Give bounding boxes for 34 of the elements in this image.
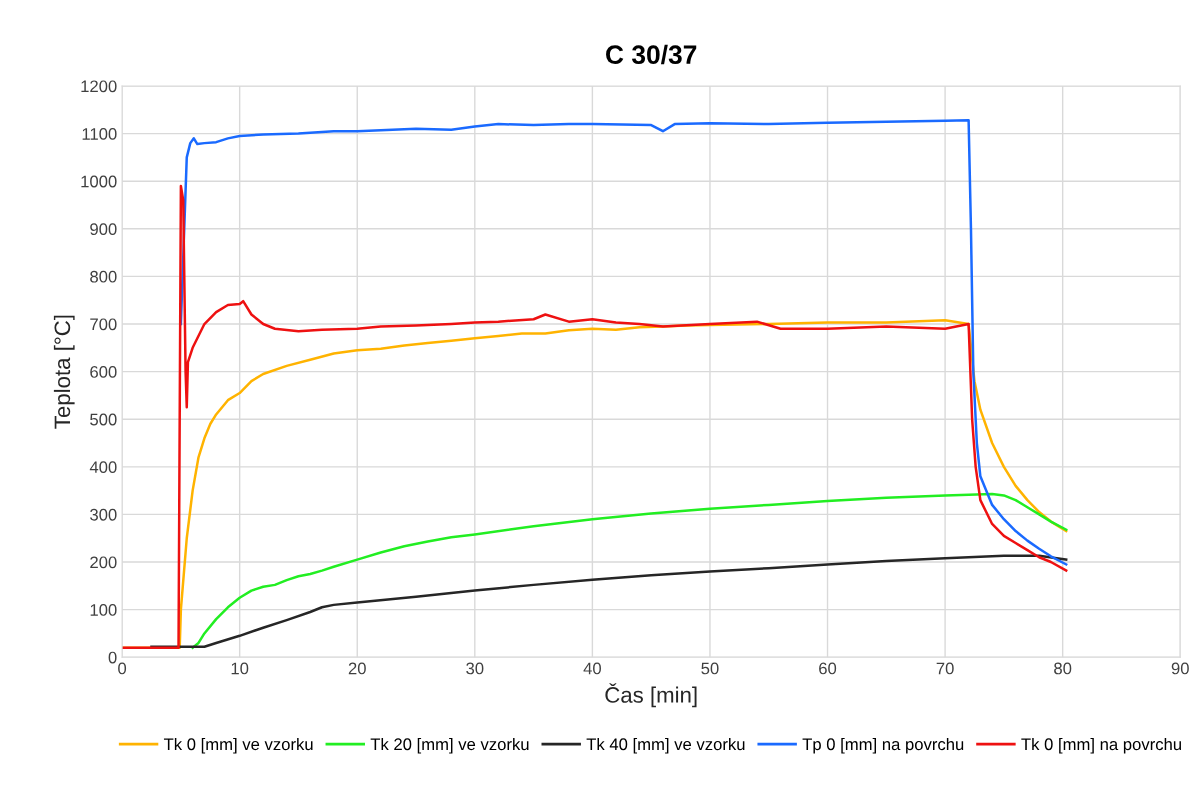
- y-tick-label: 1200: [81, 80, 117, 93]
- y-tick-label: 900: [90, 223, 117, 236]
- x-axis-title: Čas [min]: [605, 683, 697, 708]
- x-tick-label: 80: [1054, 662, 1072, 675]
- legend-label: Tk 40 [mm] ve vzorku: [586, 737, 745, 754]
- x-tick-label: 0: [118, 662, 127, 675]
- legend-label: Tk 0 [mm] ve vzorku: [163, 737, 313, 754]
- y-tick-label: 100: [90, 604, 117, 616]
- y-tick-label: 800: [90, 270, 117, 283]
- y-tick-label: 600: [90, 366, 117, 378]
- y-axis-title: Teplota [°C]: [53, 315, 75, 429]
- line-series: [179, 119, 1068, 566]
- legend-label: Tk 20 [mm] ve vzorku: [370, 737, 529, 754]
- line-series: [122, 184, 1068, 649]
- y-tick-label: 700: [90, 318, 117, 331]
- y-tick-label: 200: [90, 556, 117, 569]
- x-tick-label: 30: [466, 662, 484, 675]
- x-tick-label: 60: [819, 662, 837, 675]
- x-tick-label: 10: [231, 662, 249, 675]
- y-tick-label: 500: [90, 413, 117, 426]
- x-tick-label: 70: [936, 662, 954, 675]
- y-tick-label: 400: [89, 461, 117, 474]
- y-tick-label: 300: [90, 508, 117, 521]
- y-tick-label: 1100: [82, 128, 117, 140]
- x-tick-label: 50: [701, 662, 719, 675]
- legend-label: Tk 0 [mm] na povrchu: [1021, 737, 1181, 754]
- chart-title: C 30/37: [606, 44, 697, 65]
- x-tick-label: 40: [583, 662, 601, 675]
- x-tick-label: 20: [348, 662, 366, 675]
- line-series: [191, 492, 1068, 649]
- y-tick-label: 0: [108, 651, 117, 664]
- y-tick-label: 1000: [81, 175, 117, 188]
- legend-label: Tp 0 [mm] na povrchu: [802, 737, 964, 754]
- x-tick-label: 90: [1171, 662, 1189, 675]
